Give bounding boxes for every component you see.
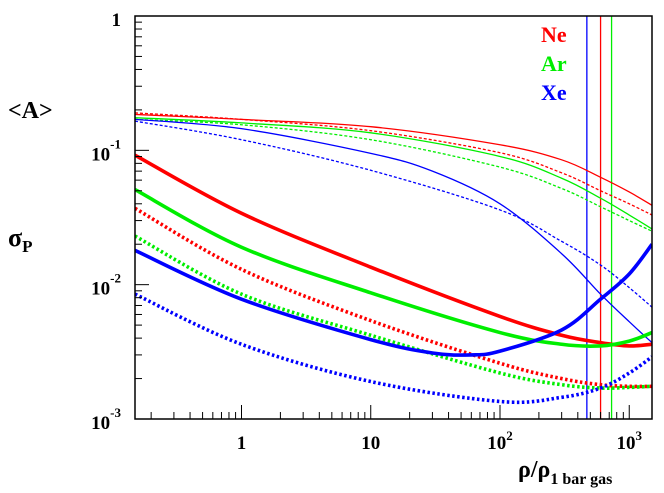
series-ar-thick-solid [135, 188, 652, 349]
legend-ne: Ne [541, 22, 567, 47]
xlabel-main: ρ/ρ [518, 457, 550, 483]
x-tick-label: 10 [361, 433, 380, 454]
plot-frame [134, 15, 653, 420]
plot-area: 1 10 102 103 1 10-1 10-2 10-3 Ne Ar Xe [91, 10, 653, 454]
xlabel: ρ/ρ1 bar gas [518, 457, 612, 488]
x-tick-label: 102 [487, 428, 513, 454]
y-tick-label: 10-2 [91, 271, 121, 300]
x-tick-label: 1 [237, 433, 247, 454]
series-xe-thin-solid [135, 118, 652, 344]
y-tick-label: 10-3 [91, 405, 121, 434]
ylabel-bottom: σP [8, 223, 33, 256]
x-tick-label: 103 [616, 428, 642, 454]
y-tick-label: 1 [112, 10, 122, 31]
series-ar-thick-dotted [135, 234, 652, 390]
ylabel-bottom-sub: P [22, 237, 32, 256]
ylabel-top: <A> [8, 98, 53, 124]
series-xe-thick-solid [135, 243, 652, 357]
y-tick-label: 10-1 [91, 136, 121, 165]
ylabel-bottom-main: σ [8, 223, 22, 252]
series-ne-thick-solid [135, 153, 652, 348]
legend-xe: Xe [541, 80, 567, 105]
legend-ar: Ar [541, 51, 567, 76]
xlabel-sub: 1 bar gas [550, 471, 612, 488]
series-ne-thin-dotted [135, 112, 652, 216]
series-ar-thin-dotted [135, 118, 652, 232]
series-ar-thin-solid [135, 117, 652, 230]
series-ne-thick-dotted [135, 206, 652, 389]
